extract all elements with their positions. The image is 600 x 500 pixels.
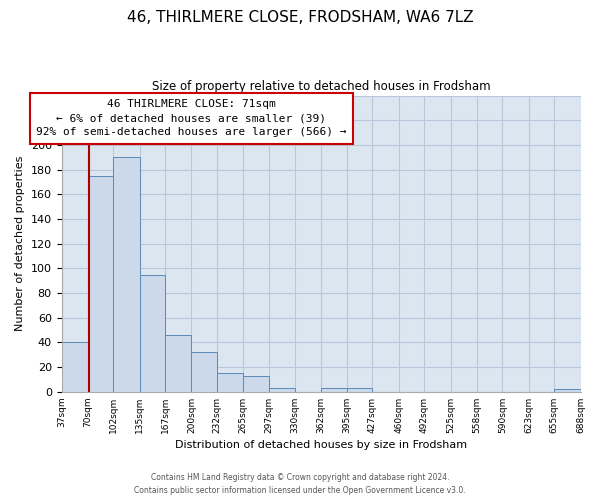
Bar xyxy=(269,388,295,392)
Text: 46, THIRLMERE CLOSE, FRODSHAM, WA6 7LZ: 46, THIRLMERE CLOSE, FRODSHAM, WA6 7LZ xyxy=(127,10,473,25)
Bar xyxy=(320,388,347,392)
Text: 46 THIRLMERE CLOSE: 71sqm
← 6% of detached houses are smaller (39)
92% of semi-d: 46 THIRLMERE CLOSE: 71sqm ← 6% of detach… xyxy=(36,100,347,138)
Bar xyxy=(347,388,373,392)
Text: Contains HM Land Registry data © Crown copyright and database right 2024.
Contai: Contains HM Land Registry data © Crown c… xyxy=(134,474,466,495)
Bar xyxy=(554,390,581,392)
Bar xyxy=(140,274,165,392)
X-axis label: Distribution of detached houses by size in Frodsham: Distribution of detached houses by size … xyxy=(175,440,467,450)
Y-axis label: Number of detached properties: Number of detached properties xyxy=(15,156,25,332)
Bar xyxy=(88,176,113,392)
Bar xyxy=(217,374,243,392)
Bar xyxy=(243,376,269,392)
Bar xyxy=(165,335,191,392)
Title: Size of property relative to detached houses in Frodsham: Size of property relative to detached ho… xyxy=(152,80,490,93)
Bar xyxy=(113,158,140,392)
Bar xyxy=(191,352,217,392)
Bar xyxy=(62,342,88,392)
